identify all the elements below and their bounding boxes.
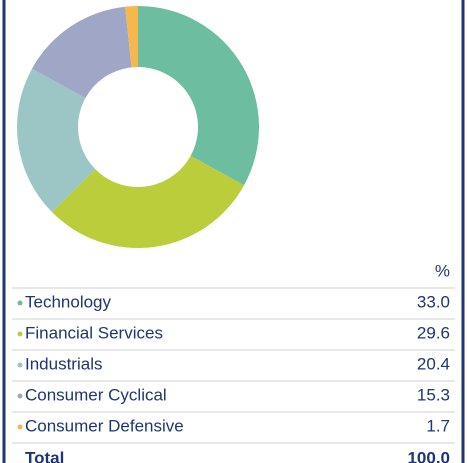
row-label: Consumer Cyclical — [25, 385, 167, 404]
row-value: 33.0 — [417, 292, 450, 311]
donut-slice — [17, 68, 96, 213]
donut-slice — [31, 6, 132, 99]
column-header: % — [435, 261, 450, 280]
row-label: Industrials — [25, 354, 102, 373]
row-value: 29.6 — [417, 323, 450, 342]
legend-dot — [17, 331, 23, 337]
row-label: Technology — [25, 292, 112, 311]
row-label: Financial Services — [25, 323, 163, 342]
total-label: Total — [25, 448, 64, 463]
row-value: 20.4 — [417, 354, 450, 373]
donut-slice — [138, 6, 259, 186]
row-value: 1.7 — [426, 416, 450, 435]
legend-dot — [17, 424, 23, 430]
row-label: Consumer Defensive — [25, 416, 184, 435]
row-value: 15.3 — [417, 385, 450, 404]
total-value: 100.0 — [407, 448, 450, 463]
legend-dot — [17, 393, 23, 399]
donut-slice — [125, 6, 138, 68]
donut-slice — [51, 155, 245, 248]
legend-dot — [17, 362, 23, 368]
legend-dot — [17, 300, 23, 306]
